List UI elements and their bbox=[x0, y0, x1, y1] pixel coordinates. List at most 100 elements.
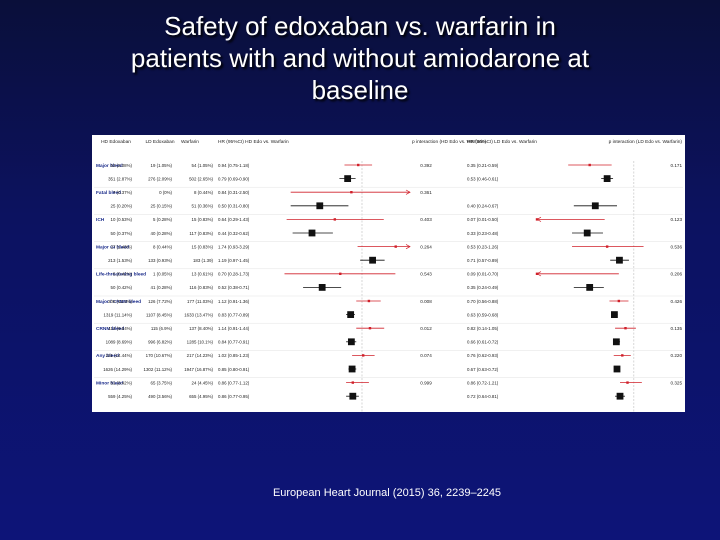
ep2-r0-warfarin-events: 15 (0.83%) bbox=[192, 217, 214, 222]
p-interaction-ld-7: 0.220 bbox=[671, 353, 683, 358]
ep7-r0-hd-events: 231 (14.44%) bbox=[106, 353, 133, 358]
endpoint-label-6: CRNM bleed bbox=[96, 326, 124, 332]
ep5-r0-ld-events: 126 (7.72%) bbox=[148, 299, 172, 304]
ep8-r1-warfarin-events: 655 (4.95%) bbox=[189, 394, 213, 399]
ep2-r1-ld-events: 40 (0.28%) bbox=[151, 231, 173, 236]
ep1-r1-warfarin-events: 51 (0.36%) bbox=[192, 204, 214, 209]
ep7-r0-hr-ld-text: 0.76 (0.62-0.93) bbox=[467, 353, 499, 358]
header-warfarin: Warfarin bbox=[181, 139, 199, 145]
ep0-r0-hd-events: 53 (2.08%) bbox=[111, 163, 133, 168]
ep2-r0-hd-events: 10 (0.53%) bbox=[111, 217, 133, 222]
ep4-r1-hr-ld-text: 0.35 (0.24-0.49) bbox=[467, 285, 499, 290]
ep7-r1-ld-events: 1302 (11.12%) bbox=[144, 367, 173, 372]
ep7-r0-warfarin-events: 217 (14.23%) bbox=[187, 353, 214, 358]
ep7-r0-hd-point bbox=[361, 354, 365, 357]
ep3-r1-hr-ld-text: 0.71 (0.57-0.89) bbox=[467, 258, 499, 263]
ep1-r0-ld-events: 0 (0%) bbox=[159, 190, 172, 195]
ep1-r1-hd-events: 25 (0.20%) bbox=[111, 204, 133, 209]
ep3-r0-ld-point bbox=[605, 245, 609, 248]
ep5-r1-warfarin-events: 1633 (13.47%) bbox=[184, 312, 213, 317]
ep6-r1-hr-hd-text: 0.84 (0.77-0.91) bbox=[218, 340, 250, 345]
ep6-r0-ld-point bbox=[624, 327, 627, 330]
title-line-1: Safety of edoxaban vs. warfarin in bbox=[164, 11, 556, 41]
ep7-r0-hr-hd-text: 1.02 (0.85-1.23) bbox=[218, 353, 250, 358]
ep8-r1-hd-point bbox=[349, 392, 357, 400]
p-interaction-hd-8: 0.999 bbox=[420, 380, 432, 385]
p-interaction-hd-1: 0.361 bbox=[420, 190, 432, 195]
endpoint-label-8: Minor bleed bbox=[96, 380, 123, 386]
ep8-r1-ld-events: 490 (3.56%) bbox=[148, 394, 172, 399]
ep0-r0-hd-point bbox=[357, 163, 360, 167]
ep6-r0-warfarin-events: 137 (8.40%) bbox=[189, 326, 213, 331]
header-hr-hd: HR (95%CI) HD Edo vs. Warfarin bbox=[218, 139, 289, 145]
ep7-r1-hr-hd-text: 0.85 (0.80-0.91) bbox=[218, 367, 250, 372]
ep7-r1-warfarin-events: 1947 (16.87%) bbox=[184, 367, 213, 372]
ep3-r0-ld-events: 8 (0.44%) bbox=[153, 244, 173, 249]
header-hd-edoxaban: HD Edoxaban bbox=[101, 139, 131, 145]
header-p-hd: p interaction (HD Edo vs. Warfarin) bbox=[412, 139, 487, 145]
title-line-3: baseline bbox=[311, 75, 409, 105]
ep8-r0-ld-events: 65 (3.75%) bbox=[151, 380, 173, 385]
ep2-r1-ld-point bbox=[583, 229, 591, 237]
ep4-r0-hd-events: 5 (0.42%) bbox=[113, 272, 133, 277]
ep4-r0-warfarin-events: 13 (0.61%) bbox=[192, 272, 214, 277]
ep2-r0-ld-point bbox=[535, 218, 539, 221]
ep3-r1-ld-point bbox=[616, 256, 623, 264]
p-interaction-hd-2: 0.403 bbox=[420, 217, 432, 222]
ep3-r1-hd-events: 213 (1.53%) bbox=[108, 258, 132, 263]
ep8-r0-hr-hd-text: 0.86 (0.77-1.12) bbox=[218, 380, 250, 385]
p-interaction-hd-3: 0.264 bbox=[420, 244, 432, 249]
ep3-r0-warfarin-events: 15 (0.83%) bbox=[192, 244, 214, 249]
ep4-r0-ld-point bbox=[535, 272, 539, 275]
ep5-r1-ld-events: 1107 (8.45%) bbox=[146, 312, 173, 317]
ep6-r1-hd-events: 1089 (8.69%) bbox=[106, 340, 133, 345]
ep5-r0-hd-events: 206 (12.3%) bbox=[108, 299, 132, 304]
ep1-r1-ld-point bbox=[591, 202, 599, 210]
ep5-r1-hd-point bbox=[347, 311, 355, 318]
ep3-r1-hr-hd-text: 1.19 (0.97-1.45) bbox=[218, 258, 250, 263]
ep5-r0-warfarin-events: 177 (11.03%) bbox=[187, 299, 214, 304]
ep6-r1-ld-point bbox=[612, 338, 620, 346]
ep4-r1-ld-point bbox=[586, 284, 594, 291]
p-interaction-ld-6: 0.135 bbox=[671, 326, 683, 331]
endpoint-label-0: Major bleed bbox=[96, 163, 123, 169]
ep7-r1-hr-ld-text: 0.67 (0.63-0.72) bbox=[467, 367, 499, 372]
ep8-r1-hr-hd-text: 0.86 (0.77-0.95) bbox=[218, 394, 250, 399]
p-interaction-ld-4: 0.206 bbox=[671, 272, 683, 277]
ep2-r0-ld-events: 5 (0.28%) bbox=[153, 217, 173, 222]
ep5-r0-hd-point bbox=[367, 299, 371, 303]
ep2-r0-hr-ld-text: 0.07 (0.01-0.50) bbox=[467, 217, 499, 222]
ep6-r0-ld-events: 115 (6.9%) bbox=[151, 326, 173, 331]
ep2-r1-hd-point bbox=[308, 229, 316, 237]
ep8-r0-hd-events: 61 (3.42%) bbox=[111, 380, 133, 385]
header-ld-edoxaban: LD Edoxaban bbox=[145, 139, 174, 145]
ep7-r1-hd-point bbox=[348, 365, 356, 373]
p-interaction-hd-4: 0.543 bbox=[420, 272, 432, 277]
ep1-r0-hr-hd-text: 0.84 (0.31-2.50) bbox=[218, 190, 250, 195]
ep1-r1-hd-point bbox=[316, 202, 324, 210]
ep0-r0-warfarin-events: 54 (1.05%) bbox=[192, 163, 214, 168]
p-interaction-ld-2: 0.123 bbox=[671, 217, 683, 222]
p-interaction-hd-6: 0.012 bbox=[420, 326, 432, 331]
ep7-r1-hd-events: 1626 (14.29%) bbox=[103, 367, 132, 372]
ep8-r0-ld-point bbox=[626, 381, 629, 384]
ep8-r0-hd-point bbox=[351, 381, 355, 384]
p-interaction-ld-5: 0.426 bbox=[671, 299, 683, 304]
ep1-r0-hd-arrow-right bbox=[405, 189, 411, 195]
ep4-r0-ld-events: 1 (0.05%) bbox=[153, 272, 173, 277]
ep2-r0-hd-point bbox=[333, 218, 337, 221]
ep6-r0-hd-point bbox=[368, 327, 372, 330]
ep2-r1-hr-hd-text: 0.44 (0.32-0.62) bbox=[218, 231, 250, 236]
ep8-r0-hr-ld-text: 0.86 (0.72-1.21) bbox=[467, 380, 499, 385]
ep0-r1-warfarin-events: 502 (2.65%) bbox=[189, 176, 213, 181]
ep3-r1-ld-events: 133 (0.93%) bbox=[148, 258, 172, 263]
endpoint-label-5: Major / CRNM bleed bbox=[96, 299, 141, 305]
ep8-r1-hd-events: 559 (4.25%) bbox=[108, 394, 132, 399]
endpoint-label-1: Fatal bleed bbox=[96, 190, 121, 196]
ep4-r0-hr-ld-text: 0.09 (0.01-0.70) bbox=[467, 272, 499, 277]
ep2-r1-warfarin-events: 117 (0.83%) bbox=[189, 231, 213, 236]
ep0-r1-ld-events: 276 (2.09%) bbox=[148, 176, 172, 181]
ep3-r0-hr-ld-text: 0.53 (0.23-1.26) bbox=[467, 244, 499, 249]
ep2-r1-hr-ld-text: 0.33 (0.23-0.48) bbox=[467, 231, 499, 236]
endpoint-label-2: ICH bbox=[96, 217, 105, 223]
